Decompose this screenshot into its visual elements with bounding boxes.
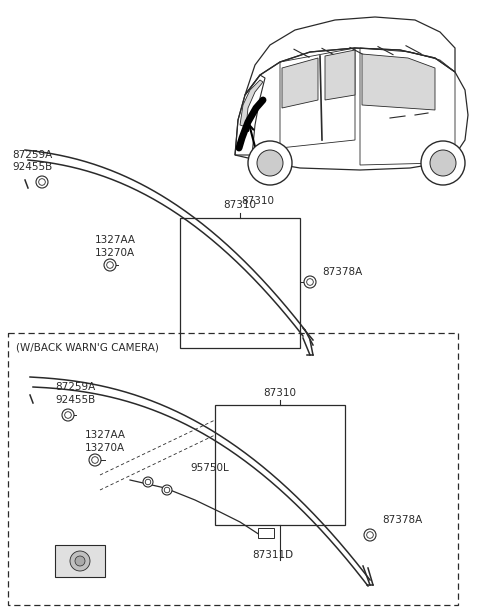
Circle shape bbox=[257, 150, 283, 176]
Circle shape bbox=[104, 259, 116, 271]
Circle shape bbox=[62, 409, 74, 421]
Polygon shape bbox=[282, 58, 318, 108]
Circle shape bbox=[65, 411, 72, 418]
Polygon shape bbox=[240, 80, 263, 127]
Text: 95750L: 95750L bbox=[190, 463, 229, 473]
Circle shape bbox=[421, 141, 465, 185]
Circle shape bbox=[162, 485, 172, 495]
Polygon shape bbox=[362, 54, 435, 110]
Text: 1327AA: 1327AA bbox=[95, 235, 136, 245]
Circle shape bbox=[89, 454, 101, 466]
Circle shape bbox=[143, 477, 153, 487]
Circle shape bbox=[39, 179, 45, 185]
Text: 92455B: 92455B bbox=[12, 162, 52, 172]
Circle shape bbox=[36, 176, 48, 188]
Circle shape bbox=[367, 532, 373, 538]
Bar bbox=[258, 528, 274, 538]
Polygon shape bbox=[325, 50, 355, 100]
Text: 87310: 87310 bbox=[241, 196, 275, 206]
Circle shape bbox=[430, 150, 456, 176]
Text: 87259A: 87259A bbox=[12, 150, 52, 160]
Circle shape bbox=[307, 278, 313, 285]
Circle shape bbox=[70, 551, 90, 571]
Text: (W/BACK WARN'G CAMERA): (W/BACK WARN'G CAMERA) bbox=[16, 342, 159, 352]
Text: 87378A: 87378A bbox=[382, 515, 422, 525]
Text: 1327AA: 1327AA bbox=[85, 430, 126, 440]
Bar bbox=[55, 545, 105, 577]
Text: 13270A: 13270A bbox=[85, 443, 125, 453]
Circle shape bbox=[364, 529, 376, 541]
Circle shape bbox=[145, 479, 151, 485]
Bar bbox=[8, 333, 458, 605]
Bar bbox=[215, 405, 345, 525]
Text: 13270A: 13270A bbox=[95, 248, 135, 258]
Circle shape bbox=[164, 487, 170, 493]
Circle shape bbox=[248, 141, 292, 185]
Circle shape bbox=[92, 456, 98, 463]
Circle shape bbox=[304, 276, 316, 288]
Text: 87310: 87310 bbox=[224, 200, 256, 210]
Circle shape bbox=[107, 262, 113, 269]
Bar bbox=[180, 218, 300, 348]
Text: 92455B: 92455B bbox=[55, 395, 95, 405]
Circle shape bbox=[75, 556, 85, 566]
Text: 87259A: 87259A bbox=[55, 382, 95, 392]
Text: 87310: 87310 bbox=[264, 388, 297, 398]
Text: 87311D: 87311D bbox=[252, 550, 293, 560]
Text: 87378A: 87378A bbox=[322, 267, 362, 277]
